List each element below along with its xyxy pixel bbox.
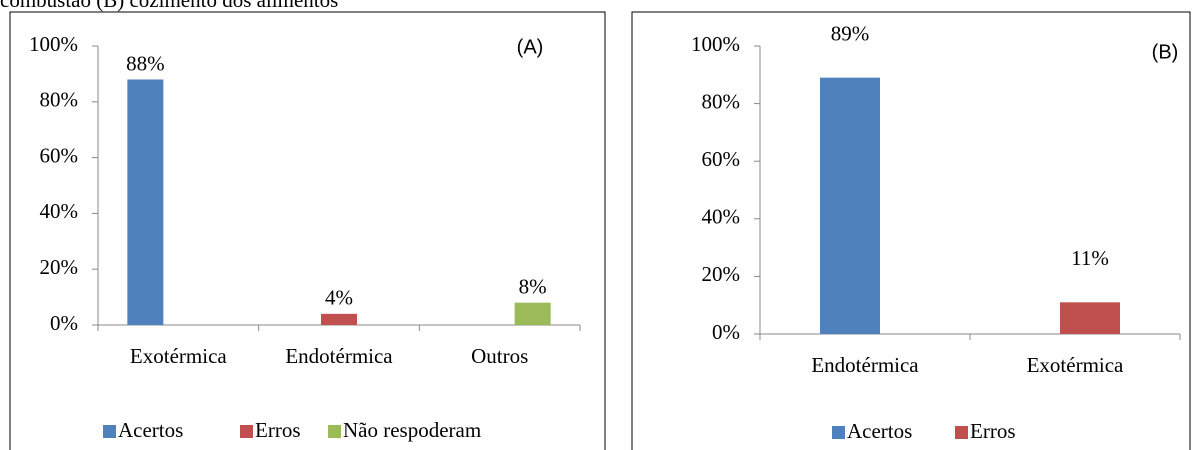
y-tick-label: 60%	[702, 147, 741, 171]
caption: combustão (B) cozimento dos alimentos	[0, 0, 338, 12]
legend-label: Erros	[970, 419, 1016, 443]
x-tick-label: Endotérmica	[811, 353, 919, 377]
y-tick-label: 0%	[50, 311, 78, 335]
data-label: 88%	[126, 51, 165, 75]
y-tick-label: 0%	[712, 320, 740, 344]
legend-swatch	[832, 426, 845, 439]
bar	[1060, 302, 1120, 334]
legend-label: Erros	[255, 418, 301, 442]
data-label: 8%	[519, 274, 547, 298]
chart-frame	[9, 11, 606, 450]
y-tick-label: 20%	[702, 262, 741, 286]
legend-swatch	[103, 425, 116, 438]
bar	[127, 79, 164, 325]
x-tick-label: Exotérmica	[1027, 353, 1124, 377]
bar	[321, 313, 357, 325]
annotation: (A)	[517, 36, 544, 58]
legend-label: Acertos	[847, 419, 912, 443]
x-tick-label: Endotérmica	[285, 344, 393, 368]
chart-frame	[631, 11, 1191, 450]
data-label: 4%	[325, 286, 353, 310]
legend-swatch	[240, 425, 253, 438]
y-tick-label: 40%	[40, 199, 79, 223]
y-tick-label: 60%	[40, 143, 79, 167]
legend-label: Acertos	[118, 418, 183, 442]
bar	[514, 302, 551, 325]
y-tick-label: 40%	[702, 205, 741, 229]
annotation: (B)	[1152, 41, 1179, 63]
data-label: 89%	[831, 21, 870, 45]
bar	[820, 77, 880, 335]
legend-swatch	[955, 426, 968, 439]
y-tick-label: 100%	[691, 32, 740, 56]
x-tick-label: Exotérmica	[130, 344, 227, 368]
y-tick-label: 80%	[40, 88, 79, 112]
data-label: 11%	[1071, 246, 1109, 270]
y-tick-label: 80%	[702, 89, 741, 113]
y-tick-label: 100%	[29, 32, 78, 56]
x-tick-label: Outros	[471, 344, 528, 368]
legend-label: Não respoderam	[343, 418, 481, 442]
legend-swatch	[328, 425, 341, 438]
y-tick-label: 20%	[40, 255, 79, 279]
